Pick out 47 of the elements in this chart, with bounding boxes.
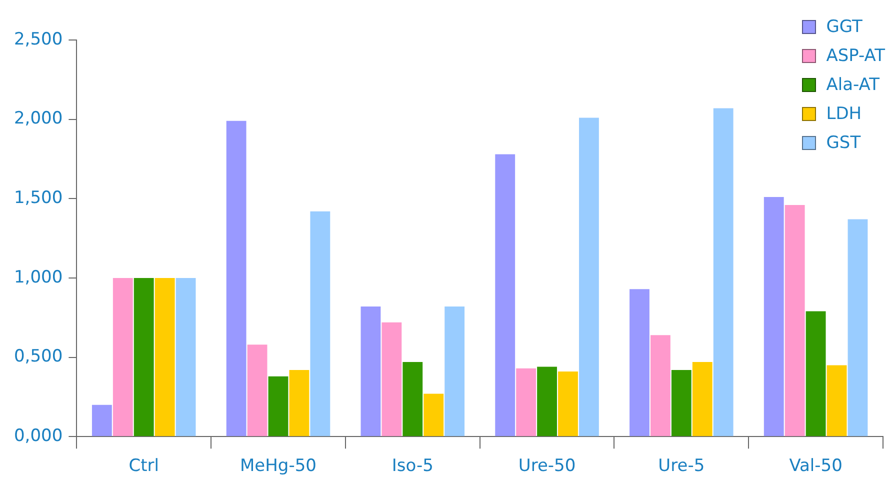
bar bbox=[134, 278, 154, 436]
bar bbox=[630, 289, 650, 436]
legend-label: GST bbox=[826, 132, 861, 152]
x-tick-label: Iso-5 bbox=[392, 456, 434, 476]
y-tick-label: 0,000 bbox=[14, 426, 63, 446]
x-tick-label: MeHg-50 bbox=[240, 456, 316, 476]
y-tick-label: 1,000 bbox=[14, 267, 63, 288]
bar bbox=[402, 362, 423, 436]
y-tick-label: 2,000 bbox=[14, 108, 63, 129]
bar bbox=[92, 404, 112, 436]
bar bbox=[650, 335, 670, 436]
x-tick-label: Ctrl bbox=[128, 456, 159, 476]
bar bbox=[713, 108, 734, 436]
bar bbox=[579, 118, 599, 436]
bar bbox=[360, 306, 381, 436]
bar bbox=[444, 306, 465, 436]
x-tick-label: Ure-50 bbox=[518, 456, 576, 476]
bar bbox=[247, 344, 268, 436]
bar bbox=[537, 366, 557, 436]
legend-label: ASP-AT bbox=[826, 46, 885, 66]
bar bbox=[289, 370, 310, 436]
bar bbox=[764, 197, 784, 436]
y-tick-label: 0,500 bbox=[14, 346, 63, 367]
bar bbox=[784, 204, 805, 436]
legend-label: LDH bbox=[826, 104, 862, 124]
bar bbox=[826, 365, 847, 436]
bar bbox=[154, 278, 175, 436]
bar bbox=[268, 376, 288, 436]
bar bbox=[848, 219, 868, 436]
y-tick-label: 1,500 bbox=[14, 188, 63, 208]
bar bbox=[516, 368, 536, 436]
bar bbox=[310, 211, 330, 436]
bar bbox=[176, 278, 196, 436]
bar bbox=[692, 362, 712, 436]
legend-label: GGT bbox=[826, 16, 862, 36]
bar bbox=[226, 120, 246, 436]
legend-label: Ala-AT bbox=[826, 74, 880, 94]
x-tick-label: Val-50 bbox=[789, 456, 842, 476]
x-tick-label: Ure-5 bbox=[658, 456, 705, 476]
bar bbox=[806, 311, 826, 436]
bar bbox=[382, 322, 402, 436]
bar bbox=[112, 278, 133, 436]
bar bbox=[424, 394, 444, 436]
y-tick-label: 2,500 bbox=[14, 29, 63, 50]
bar bbox=[671, 370, 692, 436]
bar bbox=[495, 154, 516, 436]
bar bbox=[558, 372, 578, 436]
